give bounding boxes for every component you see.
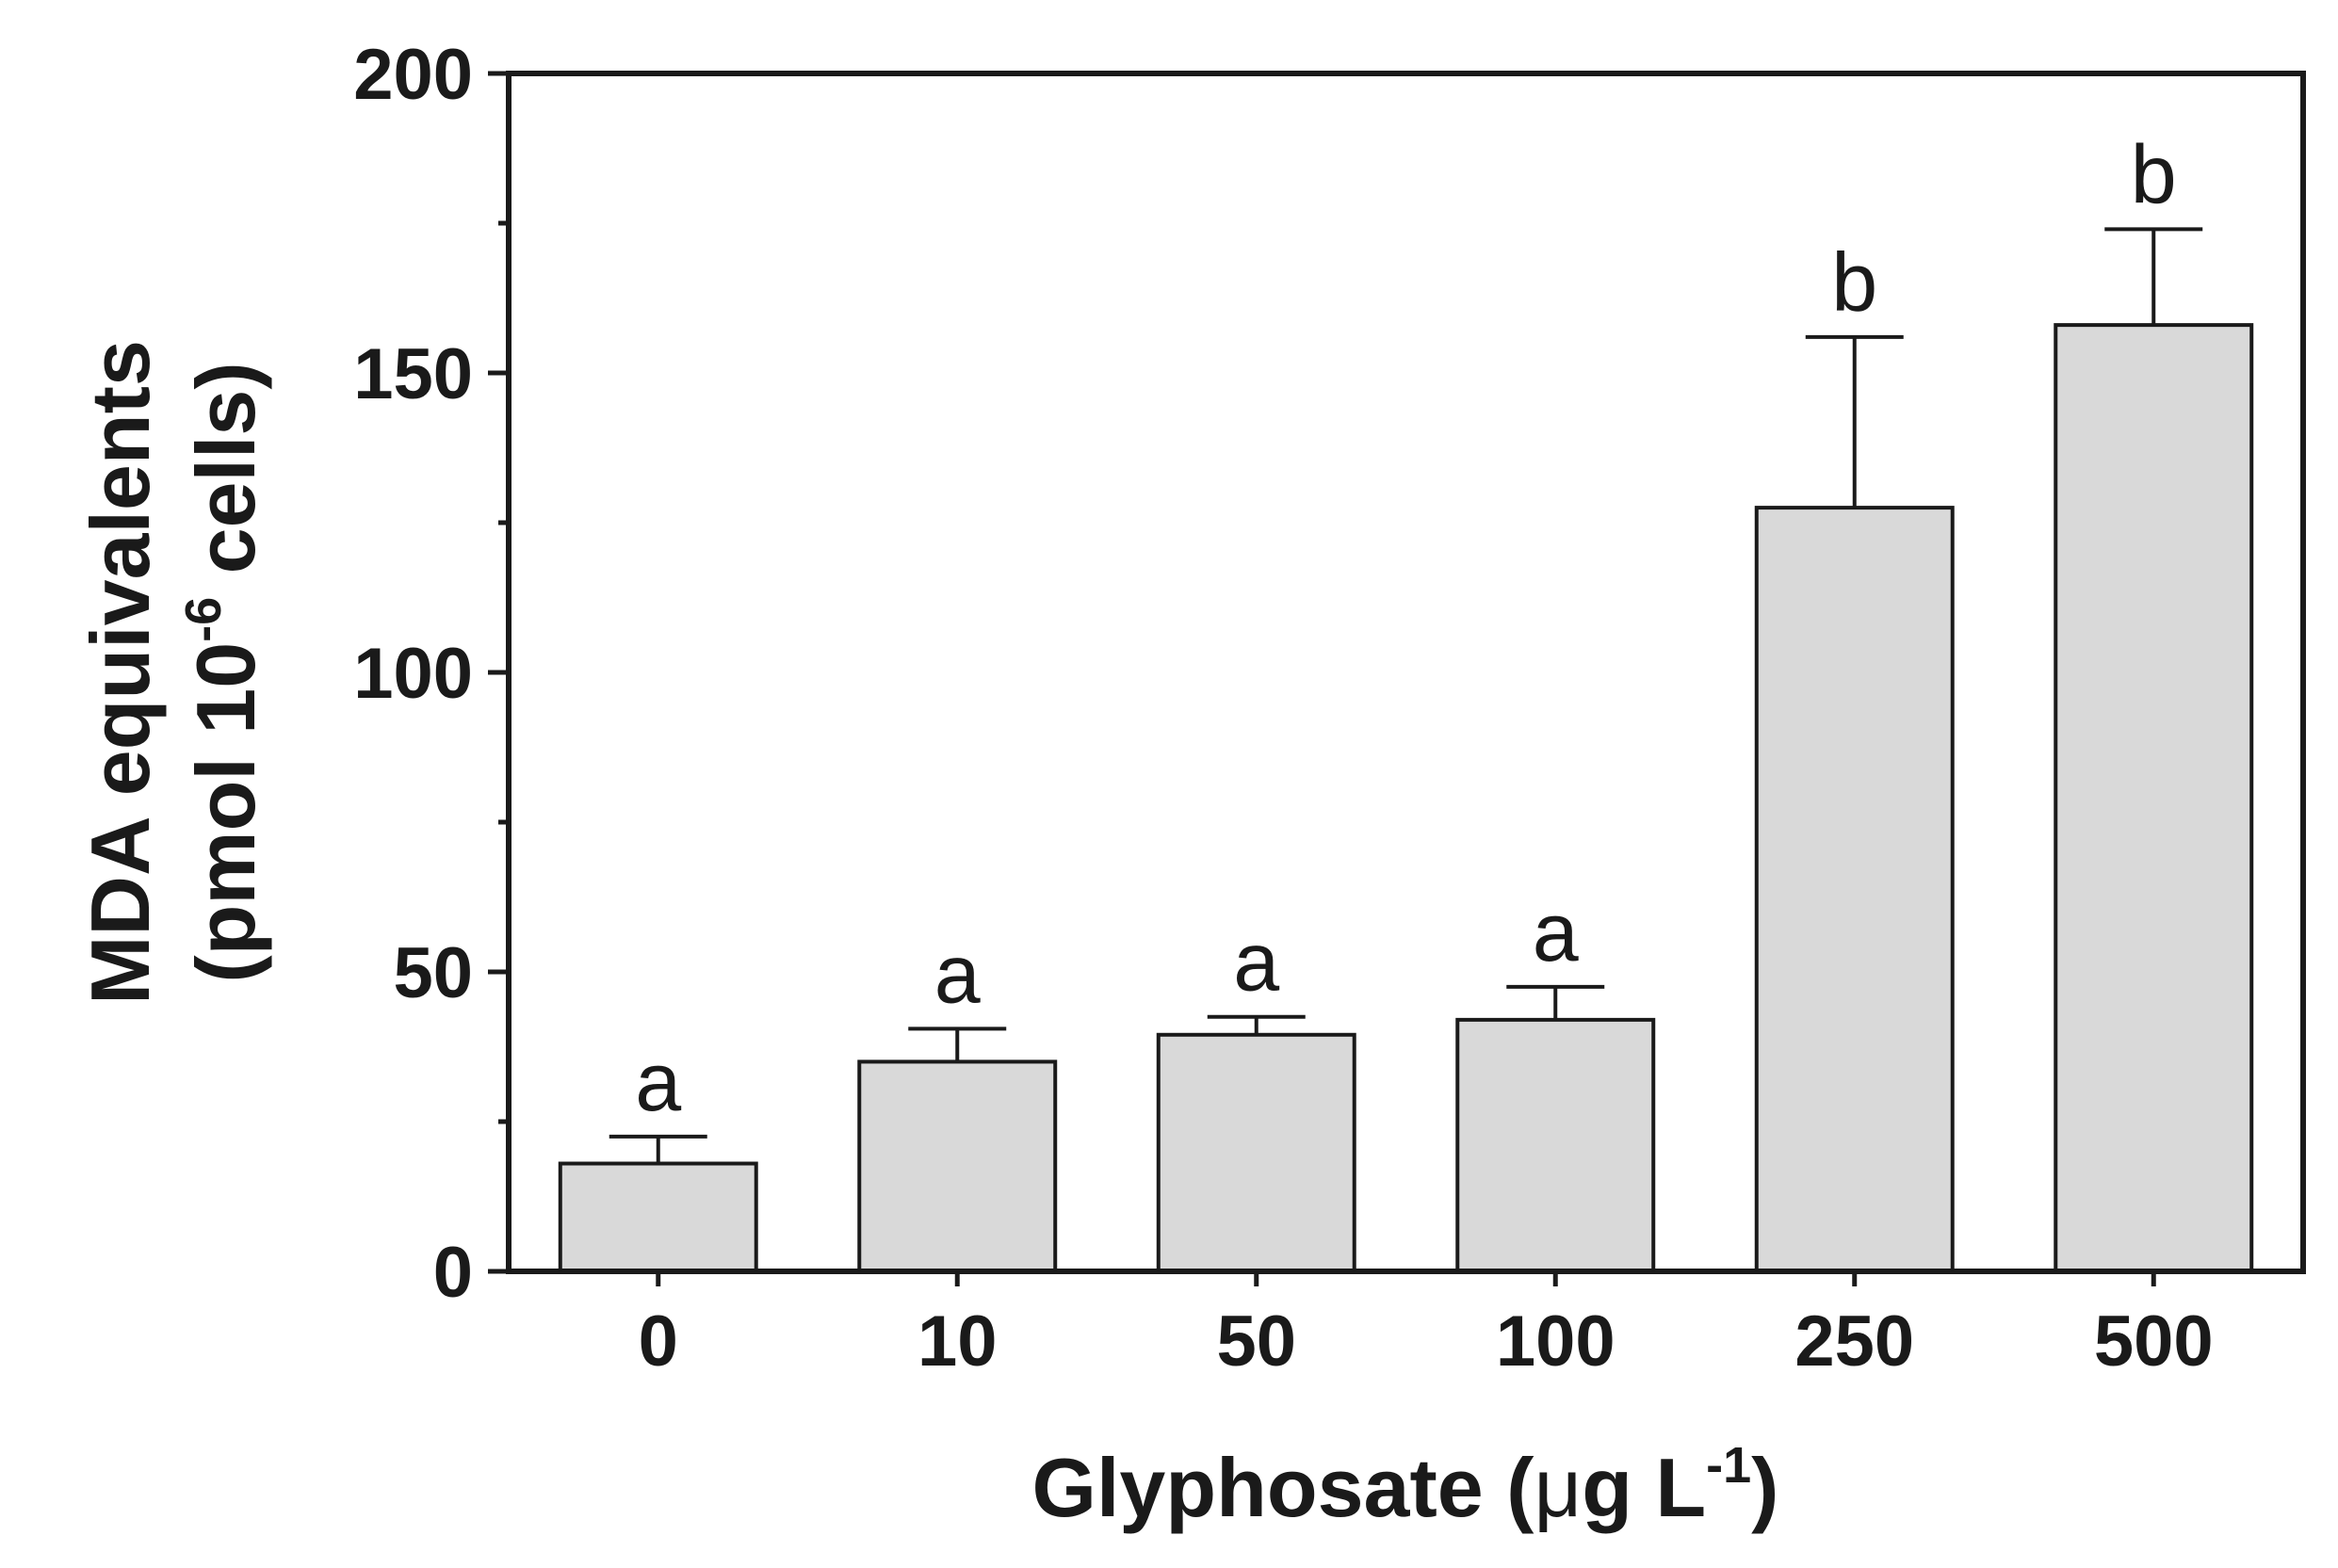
bar-10 xyxy=(857,1059,1058,1274)
significance-label-500: b xyxy=(2131,127,2177,220)
error-bars-layer xyxy=(609,227,2203,1164)
y-tick-label-100: 100 xyxy=(353,634,473,714)
y-axis-title-line1: MDA equivalents xyxy=(73,340,167,1005)
x-tick-label-500: 500 xyxy=(2094,1301,2214,1382)
labels-layer: a 0 a 10 a 50 a 100 b 250 b 500 0 50 100 150 200 xyxy=(353,35,2213,1382)
significance-label-10: a xyxy=(934,927,981,1020)
y-tick-label-150: 150 xyxy=(353,334,473,414)
y-tick-label-0: 0 xyxy=(433,1233,473,1313)
bar-250 xyxy=(1754,506,1955,1273)
plot-frame xyxy=(506,71,2306,1274)
x-tick-label-250: 250 xyxy=(1794,1301,1914,1382)
x-axis-title: Glyphosate (μg L-1) xyxy=(1032,1437,1779,1534)
bar-0 xyxy=(558,1161,758,1274)
significance-label-250: b xyxy=(1831,235,1877,329)
ticks-layer xyxy=(488,71,2156,1286)
significance-label-100: a xyxy=(1533,885,1579,978)
y-tick-label-200: 200 xyxy=(353,35,473,115)
bar-100 xyxy=(1455,1017,1656,1273)
y-axis-title-line2: (pmol 10-6 cells) xyxy=(175,362,272,982)
x-tick-label-10: 10 xyxy=(917,1301,998,1382)
y-axis-title: MDA equivalents (pmol 10-6 cells) xyxy=(73,340,272,1005)
bar-500 xyxy=(2054,323,2254,1273)
y-tick-label-50: 50 xyxy=(393,933,473,1013)
x-tick-label-50: 50 xyxy=(1216,1301,1296,1382)
bar-50 xyxy=(1156,1032,1356,1274)
significance-label-0: a xyxy=(635,1035,681,1128)
x-tick-label-100: 100 xyxy=(1496,1301,1615,1382)
bars-layer xyxy=(558,323,2254,1274)
x-tick-label-0: 0 xyxy=(639,1301,678,1382)
significance-label-50: a xyxy=(1233,915,1279,1009)
